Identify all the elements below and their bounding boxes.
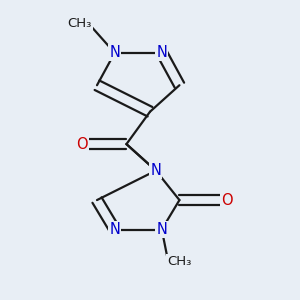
Text: CH₃: CH₃ (167, 255, 192, 268)
Text: N: N (151, 163, 161, 178)
Text: N: N (156, 45, 167, 60)
Text: N: N (109, 45, 120, 60)
Text: N: N (156, 222, 167, 237)
Text: CH₃: CH₃ (67, 17, 92, 30)
Text: O: O (221, 193, 232, 208)
Text: O: O (76, 136, 88, 152)
Text: N: N (109, 222, 120, 237)
